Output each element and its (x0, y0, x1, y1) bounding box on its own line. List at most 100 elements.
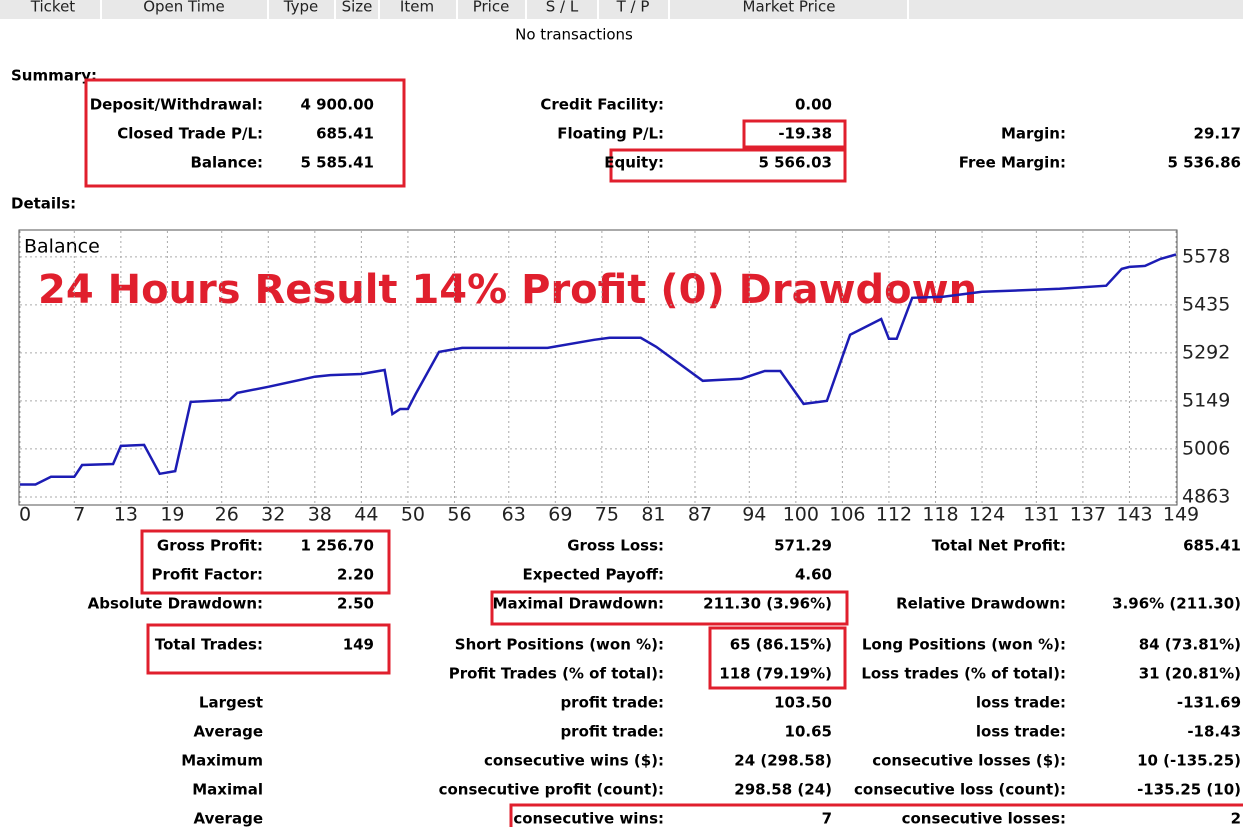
header-cell: Item (400, 0, 434, 16)
details-title: Details: (11, 195, 76, 213)
label: Maximum (181, 752, 263, 770)
header-bar (0, 0, 1243, 19)
value: 298.58 (24) (734, 781, 832, 799)
label: Equity: (604, 154, 664, 172)
x-tick-label: 137 (1070, 504, 1106, 526)
x-tick-label: 63 (502, 504, 526, 526)
highlight-box (742, 119, 847, 149)
label: Short Positions (won %): (455, 636, 664, 654)
header-cell: T / P (616, 0, 650, 16)
value: 103.50 (774, 694, 832, 712)
header-cell: Type (283, 0, 318, 16)
label: profit trade: (560, 694, 664, 712)
x-tick-label: 131 (1023, 504, 1059, 526)
x-tick-label: 69 (548, 504, 572, 526)
label: loss trade: (976, 694, 1066, 712)
x-tick-label: 7 (73, 504, 85, 526)
x-tick-label: 143 (1116, 504, 1152, 526)
label: Gross Loss: (567, 537, 664, 555)
value: 4.60 (795, 566, 832, 584)
label: consecutive wins: (513, 810, 664, 827)
x-tick-label: 0 (19, 504, 31, 526)
highlight-box (146, 623, 391, 675)
x-tick-label: 32 (261, 504, 285, 526)
value: 5 536.86 (1167, 154, 1241, 172)
label: Balance: (190, 154, 263, 172)
header-cell: Price (473, 0, 510, 16)
x-tick-label: 75 (595, 504, 619, 526)
x-tick-label: 81 (641, 504, 665, 526)
x-tick-label: 13 (114, 504, 138, 526)
label: consecutive losses ($): (872, 752, 1066, 770)
chart-frame (18, 229, 1178, 506)
x-tick-label: 38 (308, 504, 332, 526)
y-tick-label: 4863 (1182, 485, 1230, 507)
highlight-box (708, 626, 847, 690)
header-cell: Size (342, 0, 373, 16)
value: 2 (1231, 810, 1241, 827)
header-row: Ticket Open Time Type Size Item Price S / L T /… (30, 0, 909, 19)
x-tick-label: 100 (783, 504, 819, 526)
value: 685.41 (316, 125, 374, 143)
value: 3.96% (211.30) (1112, 595, 1241, 613)
series-label: Balance (24, 236, 100, 258)
label: Free Margin: (959, 154, 1066, 172)
label: consecutive profit (count): (439, 781, 664, 799)
label: Average (194, 810, 263, 827)
highlight-box (509, 803, 1243, 827)
x-tick-label: 87 (688, 504, 712, 526)
y-tick-label: 5006 (1182, 437, 1230, 459)
x-tick-label: 149 (1163, 504, 1199, 526)
value: 211.30 (3.96%) (703, 595, 832, 613)
label: Deposit/Withdrawal: (90, 96, 263, 114)
label: Profit Trades (% of total): (449, 665, 664, 683)
x-tick-label: 44 (354, 504, 378, 526)
value: -131.69 (1177, 694, 1241, 712)
label: Relative Drawdown: (896, 595, 1066, 613)
y-tick-label: 5292 (1182, 341, 1230, 363)
label: Floating P/L: (557, 125, 664, 143)
value: 5 566.03 (758, 154, 832, 172)
y-tick-label: 5149 (1182, 389, 1230, 411)
x-tick-label: 94 (742, 504, 766, 526)
value: 31 (20.81%) (1139, 665, 1241, 683)
label: Credit Facility: (540, 96, 664, 114)
value: 10 (-135.25) (1137, 752, 1241, 770)
label: Loss trades (% of total): (861, 665, 1066, 683)
x-tick-label: 112 (876, 504, 912, 526)
empty-note: No transactions (515, 26, 633, 44)
value: -19.38 (778, 125, 832, 143)
highlight-boxes (84, 78, 1243, 827)
value: -135.25 (10) (1137, 781, 1241, 799)
value: 4 900.00 (300, 96, 374, 114)
label: Absolute Drawdown: (88, 595, 263, 613)
highlight-box (140, 529, 391, 595)
highlight-box (84, 78, 406, 188)
value: -18.43 (1187, 723, 1241, 741)
label: Largest (199, 694, 263, 712)
value: 65 (86.15%) (730, 636, 832, 654)
x-tick-label: 19 (160, 504, 184, 526)
value: 10.65 (785, 723, 832, 741)
label: Long Positions (won %): (862, 636, 1066, 654)
label: Margin: (1001, 125, 1066, 143)
value: 149 (343, 636, 374, 654)
label: Profit Factor: (152, 566, 263, 584)
value: 685.41 (1183, 537, 1241, 555)
summary-title: Summary: (11, 67, 97, 85)
value: 118 (79.19%) (719, 665, 832, 683)
value: 84 (73.81%) (1139, 636, 1241, 654)
header-cell: Market Price (743, 0, 836, 16)
label: Gross Profit: (157, 537, 263, 555)
value: 29.17 (1194, 125, 1241, 143)
balance-line (20, 253, 1177, 486)
y-tick-label: 5578 (1182, 245, 1230, 267)
header-cell: Ticket (30, 0, 75, 16)
x-tick-label: 118 (922, 504, 958, 526)
header-cell: Open Time (143, 0, 225, 16)
label: Closed Trade P/L: (117, 125, 263, 143)
value: 5 585.41 (300, 154, 374, 172)
label: loss trade: (976, 723, 1066, 741)
